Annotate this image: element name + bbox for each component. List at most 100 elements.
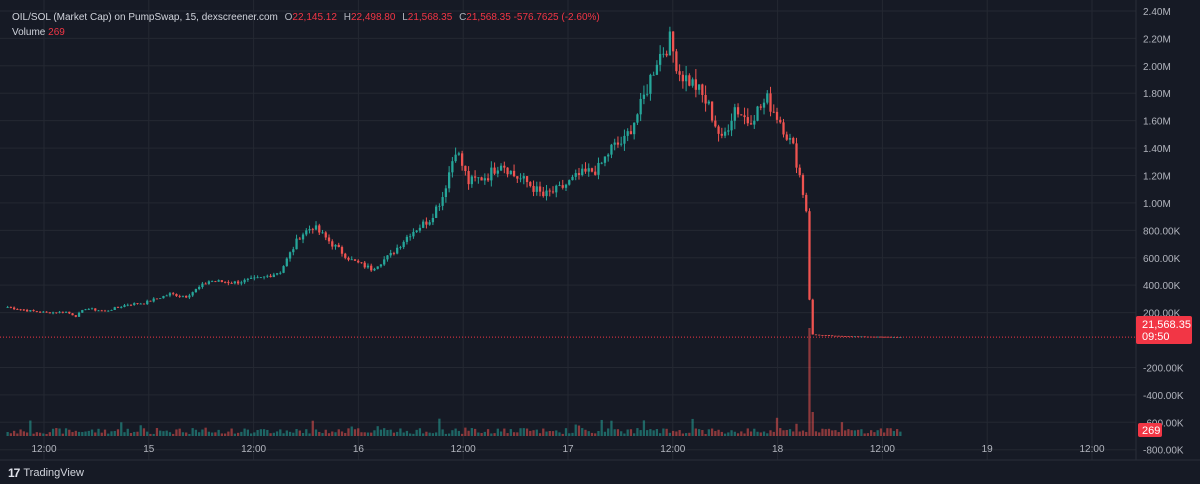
volume-bar <box>45 433 48 436</box>
volume-bar <box>512 432 516 436</box>
candle-body <box>545 190 548 197</box>
volume-bar <box>766 433 769 436</box>
volume-bar <box>529 430 532 436</box>
volume-bar <box>801 430 805 436</box>
candle-body <box>490 167 493 181</box>
volume-bar <box>655 429 659 436</box>
volume-bar <box>331 431 334 436</box>
symbol-title[interactable]: OIL/SOL (Market Cap) on PumpSwap, 15, de… <box>12 12 278 23</box>
candle-body <box>499 165 503 171</box>
volume-bar <box>665 428 668 436</box>
candle-body <box>525 176 529 183</box>
candle-body <box>331 241 334 247</box>
y-tick-label: 600.00K <box>1143 254 1181 265</box>
volume-bar <box>431 433 435 436</box>
volume-bar <box>435 432 438 436</box>
volume-label[interactable]: Volume <box>12 27 46 38</box>
price-axis[interactable]: 2.40M 2.20M 2.00M 1.80M 1.60M 1.40M 1.20M 1.00M… <box>1143 7 1184 457</box>
candle-body <box>613 142 616 145</box>
candle-body <box>285 258 288 267</box>
candle-body <box>181 295 185 297</box>
volume-bar <box>376 426 379 436</box>
volume-bar <box>717 429 720 436</box>
candle-body <box>561 185 564 188</box>
volume-bar <box>29 420 32 436</box>
volume-bar <box>555 430 558 436</box>
volume-bar <box>159 430 162 436</box>
candle-body <box>824 335 827 336</box>
volume-bar <box>483 431 486 436</box>
volume-bar <box>116 429 120 436</box>
candle-body <box>814 334 818 336</box>
volume-bar <box>142 428 146 436</box>
candle-body <box>243 279 246 283</box>
candle-body <box>697 84 701 90</box>
candle-body <box>730 120 733 131</box>
candle-body <box>126 304 129 306</box>
candle-body <box>428 222 431 225</box>
candle-body <box>6 307 9 308</box>
candle-body <box>665 53 668 56</box>
candle-body <box>532 185 535 192</box>
volume-bar <box>279 429 282 436</box>
volume-bar <box>623 433 626 436</box>
volume-bar <box>714 431 717 436</box>
candle-body <box>831 335 834 337</box>
candle-body <box>486 178 490 181</box>
candle-body <box>392 252 396 254</box>
volume-bar <box>311 420 314 436</box>
tradingview-logo[interactable]: 17 TradingView <box>8 466 84 480</box>
volume-bar <box>493 433 496 436</box>
candle-body <box>301 234 305 240</box>
candle-body <box>366 265 370 268</box>
candle-body <box>305 230 308 235</box>
time-axis[interactable]: 12:00 15 12:00 16 12:00 17 12:00 18 12:00 19 12:00 <box>31 444 1104 455</box>
candle-body <box>607 154 610 157</box>
low-label: L <box>402 12 408 23</box>
volume-bar <box>636 428 639 436</box>
candle-body <box>204 283 207 285</box>
candle-body <box>376 266 379 269</box>
y-tick-label: 2.20M <box>1143 34 1171 45</box>
volume-bar <box>126 428 129 436</box>
candle-body <box>782 122 785 135</box>
candle-body <box>844 336 847 337</box>
candle-body <box>691 79 694 86</box>
candle-body <box>568 180 571 185</box>
volume-bar <box>733 431 736 436</box>
volume-bar <box>779 428 782 436</box>
volume-bar <box>496 428 499 436</box>
candle-body <box>551 191 555 193</box>
candle-body <box>347 257 350 260</box>
volume-bar <box>259 429 262 436</box>
volume-bar <box>363 432 366 436</box>
volume-bar <box>886 428 889 436</box>
volume-bar <box>428 432 431 436</box>
volume-badge: 269 <box>1138 423 1162 437</box>
volume-bar <box>889 428 892 436</box>
candle-body <box>662 53 665 55</box>
volume-bar <box>509 429 512 436</box>
volume-bar <box>857 429 860 436</box>
candle-body <box>435 206 438 218</box>
volume-bar <box>837 432 840 436</box>
volume-bar <box>769 430 772 436</box>
volume-bar <box>207 431 211 436</box>
volume-bar <box>805 431 808 436</box>
y-tick-label: -200.00K <box>1143 363 1184 374</box>
candle-body <box>649 74 652 94</box>
candle-body <box>620 143 623 145</box>
candle-body <box>217 280 220 282</box>
candle-body <box>668 31 672 56</box>
candle-body <box>38 311 42 313</box>
candle-body <box>584 168 587 172</box>
candle-body <box>444 188 448 198</box>
change-value: -576.7625 (-2.60%) <box>513 12 600 23</box>
volume-bar <box>100 432 103 436</box>
volume-bar <box>639 430 642 436</box>
candle-body <box>723 131 727 136</box>
candle-body <box>775 111 779 120</box>
candle-body <box>308 229 311 231</box>
candle-body <box>110 309 113 311</box>
